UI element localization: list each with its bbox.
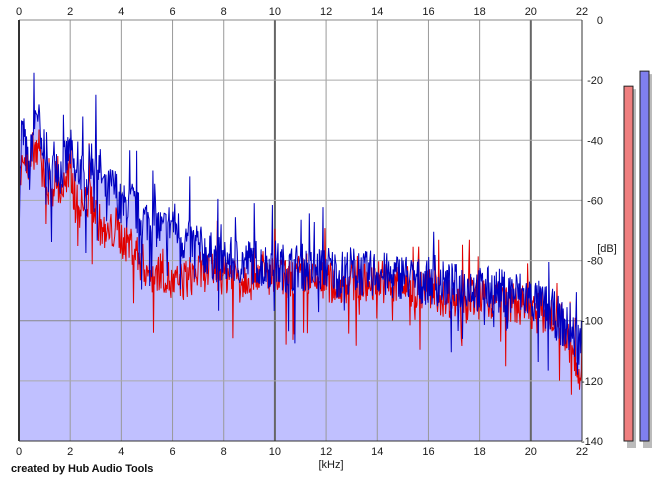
- x-tick-label-bottom: 12: [320, 446, 332, 458]
- x-tick-label-top: 4: [118, 6, 124, 18]
- level-meter-1: [623, 85, 634, 442]
- x-tick-label-bottom: 20: [525, 446, 537, 458]
- y-tick-label: -100: [581, 316, 603, 328]
- x-tick-label-top: 8: [221, 6, 227, 18]
- y-axis-label: [dB]: [597, 243, 617, 255]
- x-tick-label-top: 2: [67, 6, 73, 18]
- series-line-1: [18, 129, 583, 395]
- y-tick-label: 0: [597, 15, 603, 27]
- x-tick-label-bottom: 6: [169, 446, 175, 458]
- x-tick-label-top: 0: [16, 6, 22, 18]
- x-tick-label-top: 22: [576, 6, 588, 18]
- credit-text: created by Hub Audio Tools: [11, 463, 154, 475]
- x-tick-label-bottom: 10: [269, 446, 281, 458]
- x-axis-label: [kHz]: [318, 459, 343, 471]
- x-tick-label-bottom: 14: [371, 446, 383, 458]
- x-tick-label-bottom: 4: [118, 446, 124, 458]
- x-tick-label-top: 12: [320, 6, 332, 18]
- x-tick-label-bottom: 16: [422, 446, 434, 458]
- y-tick-label: -40: [587, 135, 603, 147]
- series-line-0: [18, 72, 583, 375]
- x-tick-label-bottom: 22: [576, 446, 588, 458]
- y-tick-label: -20: [587, 75, 603, 87]
- x-tick-label-top: 20: [525, 6, 537, 18]
- y-tick-label: -60: [587, 195, 603, 207]
- y-tick-label: -120: [581, 376, 603, 388]
- x-tick-label-top: 10: [269, 6, 281, 18]
- x-tick-label-top: 14: [371, 6, 383, 18]
- x-tick-label-top: 6: [169, 6, 175, 18]
- x-tick-label-bottom: 18: [474, 446, 486, 458]
- y-tick-label: -140: [581, 436, 603, 448]
- x-tick-label-bottom: 0: [16, 446, 22, 458]
- y-tick-label: -80: [587, 256, 603, 268]
- x-tick-label-bottom: 2: [67, 446, 73, 458]
- x-tick-label-bottom: 8: [221, 446, 227, 458]
- level-meter-2: [639, 70, 650, 442]
- x-tick-label-top: 16: [422, 6, 434, 18]
- x-tick-label-top: 18: [474, 6, 486, 18]
